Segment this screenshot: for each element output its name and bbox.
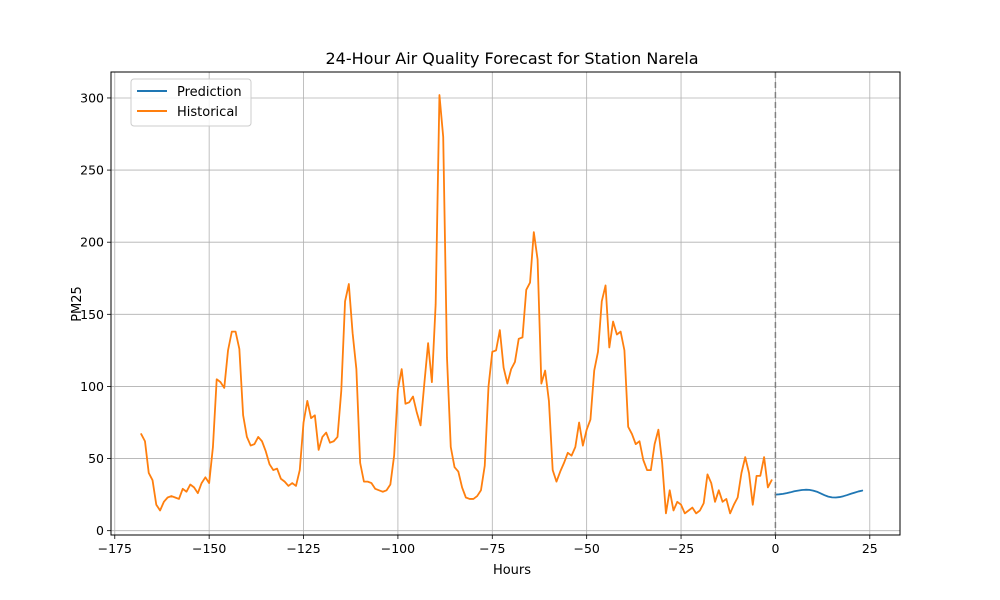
x-tick-label: −150 — [192, 541, 226, 556]
x-axis-ticks: −175 −150 −125 −100 −75 −50 −25 0 25 — [98, 535, 878, 556]
plot-area-frame — [110, 71, 901, 536]
y-tick-label: 300 — [80, 90, 104, 105]
legend-label-historical: Historical — [177, 105, 238, 120]
x-tick-label: −175 — [98, 541, 132, 556]
y-tick-label: 250 — [80, 163, 104, 178]
x-tick-label: −125 — [286, 541, 320, 556]
x-tick-label: 25 — [862, 541, 878, 556]
y-tick-label: 0 — [96, 523, 104, 538]
series-line-prediction — [774, 488, 864, 499]
y-axis-ticks: 0 50 100 150 200 250 300 — [80, 90, 111, 538]
series-line-historical — [140, 94, 773, 515]
x-tick-label: 0 — [771, 541, 779, 556]
y-tick-label: 150 — [80, 307, 104, 322]
y-tick-label: 200 — [80, 235, 104, 250]
y-tick-label: 100 — [80, 379, 104, 394]
legend: Prediction Historical — [130, 78, 252, 127]
legend-label-prediction: Prediction — [177, 85, 242, 100]
x-tick-label: −100 — [381, 541, 415, 556]
x-tick-label: −50 — [573, 541, 599, 556]
grid — [111, 72, 900, 535]
series-layer — [140, 94, 864, 515]
y-tick-label: 50 — [88, 451, 104, 466]
x-tick-label: −75 — [479, 541, 505, 556]
x-tick-label: −25 — [668, 541, 694, 556]
x-axis-label: Hours — [493, 563, 531, 578]
y-axis-label: PM25 — [70, 286, 85, 322]
chart-title: 24-Hour Air Quality Forecast for Station… — [325, 49, 698, 68]
